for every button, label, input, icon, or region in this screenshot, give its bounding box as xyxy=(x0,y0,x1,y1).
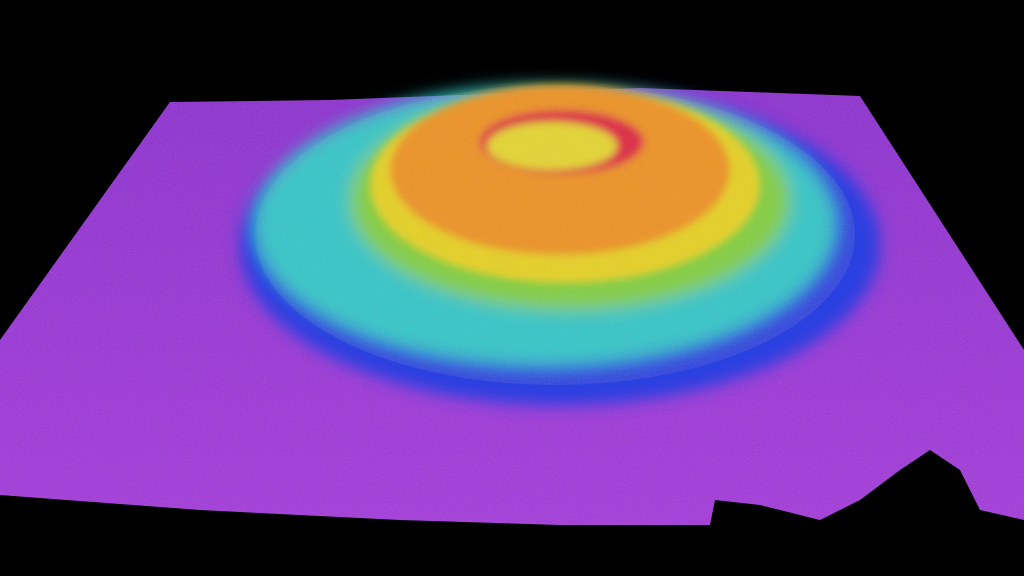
mound-texture xyxy=(255,85,855,385)
